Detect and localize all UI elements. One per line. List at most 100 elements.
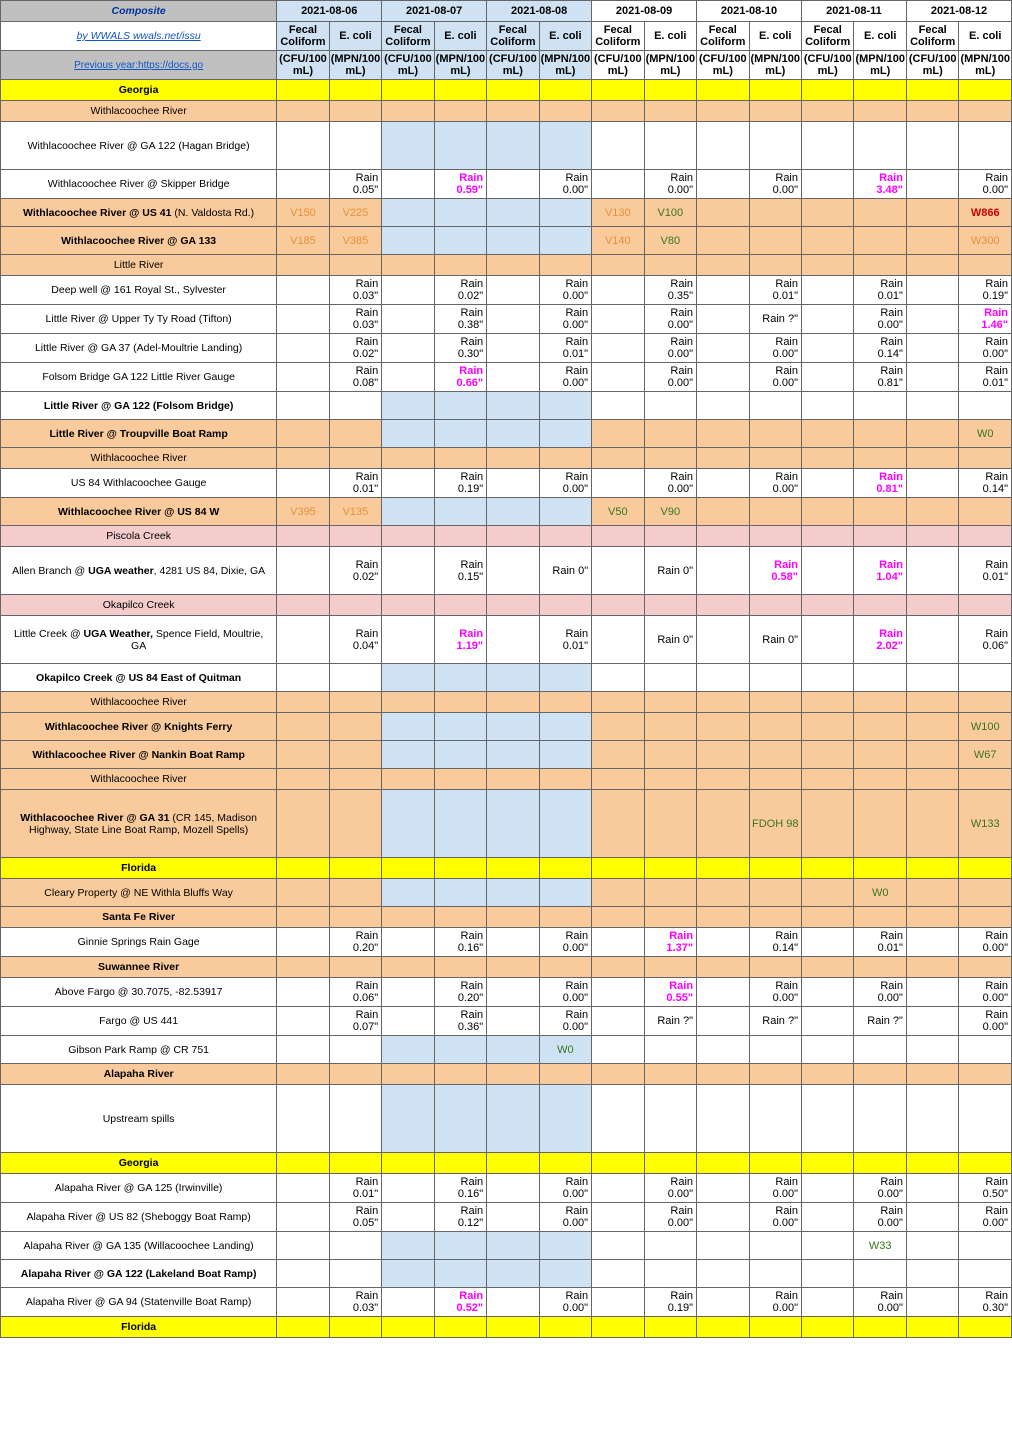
empty-cell bbox=[697, 692, 749, 713]
data-cell: Rain 0.04" bbox=[329, 616, 381, 664]
empty-cell bbox=[854, 420, 906, 448]
data-cell: Rain 0.00" bbox=[959, 1007, 1012, 1036]
empty-cell bbox=[749, 1232, 801, 1260]
empty-cell bbox=[749, 1260, 801, 1288]
empty-cell bbox=[592, 526, 644, 547]
empty-cell bbox=[592, 547, 644, 595]
data-cell: Rain 0.01" bbox=[854, 276, 906, 305]
empty-cell bbox=[697, 1203, 749, 1232]
empty-cell bbox=[434, 957, 486, 978]
data-cell: W300 bbox=[959, 227, 1012, 255]
unit-mpn: (MPN/100 mL) bbox=[749, 51, 801, 80]
unit-cfu: (CFU/100 mL) bbox=[592, 51, 644, 80]
empty-cell bbox=[906, 928, 958, 957]
empty-cell bbox=[329, 448, 381, 469]
empty-cell bbox=[644, 1232, 696, 1260]
empty-cell bbox=[697, 713, 749, 741]
data-cell: W33 bbox=[854, 1232, 906, 1260]
empty-cell bbox=[382, 276, 434, 305]
data-cell: V185 bbox=[277, 227, 329, 255]
empty-cell bbox=[329, 769, 381, 790]
empty-cell bbox=[906, 957, 958, 978]
empty-cell bbox=[382, 1007, 434, 1036]
empty-cell bbox=[329, 595, 381, 616]
empty-cell bbox=[802, 420, 854, 448]
empty-cell bbox=[749, 1317, 801, 1338]
empty-cell bbox=[487, 334, 539, 363]
empty-cell bbox=[382, 692, 434, 713]
data-cell: Rain 0.00" bbox=[644, 363, 696, 392]
empty-cell bbox=[434, 769, 486, 790]
empty-cell bbox=[697, 305, 749, 334]
row-label: Little River @ GA 122 (Folsom Bridge) bbox=[1, 392, 277, 420]
empty-cell bbox=[697, 363, 749, 392]
empty-cell bbox=[434, 1317, 486, 1338]
empty-cell bbox=[277, 741, 329, 769]
empty-cell bbox=[802, 498, 854, 526]
empty-cell bbox=[697, 907, 749, 928]
empty-cell bbox=[749, 199, 801, 227]
data-cell: Rain 0.14" bbox=[854, 334, 906, 363]
row-label: Piscola Creek bbox=[1, 526, 277, 547]
empty-cell bbox=[697, 170, 749, 199]
date-header: 2021-08-10 bbox=[697, 1, 802, 22]
data-cell: Rain 1.19" bbox=[434, 616, 486, 664]
empty-cell bbox=[749, 255, 801, 276]
empty-cell bbox=[277, 957, 329, 978]
prev-year-link[interactable]: Previous year:https://docs.go bbox=[74, 60, 203, 71]
empty-cell bbox=[749, 1064, 801, 1085]
empty-cell bbox=[802, 1085, 854, 1153]
empty-cell bbox=[277, 1153, 329, 1174]
empty-cell bbox=[434, 1260, 486, 1288]
empty-cell bbox=[854, 526, 906, 547]
empty-cell bbox=[644, 879, 696, 907]
empty-cell bbox=[539, 1085, 591, 1153]
data-cell: Rain 0.00" bbox=[539, 1174, 591, 1203]
empty-cell bbox=[592, 769, 644, 790]
empty-cell bbox=[854, 741, 906, 769]
empty-cell bbox=[382, 101, 434, 122]
empty-cell bbox=[487, 1064, 539, 1085]
empty-cell bbox=[382, 305, 434, 334]
empty-cell bbox=[959, 526, 1012, 547]
empty-cell bbox=[906, 1064, 958, 1085]
data-cell: Rain 0.08" bbox=[329, 363, 381, 392]
data-cell: Rain 0.81" bbox=[854, 363, 906, 392]
row-label: Florida bbox=[1, 858, 277, 879]
empty-cell bbox=[434, 526, 486, 547]
empty-cell bbox=[959, 448, 1012, 469]
data-cell: V80 bbox=[644, 227, 696, 255]
empty-cell bbox=[802, 741, 854, 769]
empty-cell bbox=[487, 526, 539, 547]
date-header: 2021-08-06 bbox=[277, 1, 382, 22]
empty-cell bbox=[277, 1317, 329, 1338]
empty-cell bbox=[644, 101, 696, 122]
empty-cell bbox=[487, 1174, 539, 1203]
empty-cell bbox=[434, 858, 486, 879]
empty-cell bbox=[749, 957, 801, 978]
empty-cell bbox=[697, 1064, 749, 1085]
row-label: Fargo @ US 441 bbox=[1, 1007, 277, 1036]
row-label: Santa Fe River bbox=[1, 907, 277, 928]
data-cell: Rain 0.00" bbox=[749, 469, 801, 498]
empty-cell bbox=[329, 255, 381, 276]
empty-cell bbox=[487, 1317, 539, 1338]
empty-cell bbox=[697, 879, 749, 907]
wwals-link[interactable]: by WWALS wwals.net/issu bbox=[77, 30, 201, 42]
empty-cell bbox=[697, 1085, 749, 1153]
empty-cell bbox=[487, 741, 539, 769]
empty-cell bbox=[329, 1036, 381, 1064]
data-cell: Rain 3.48" bbox=[854, 170, 906, 199]
empty-cell bbox=[592, 1317, 644, 1338]
empty-cell bbox=[644, 255, 696, 276]
row-label: Little River @ Troupville Boat Ramp bbox=[1, 420, 277, 448]
empty-cell bbox=[592, 392, 644, 420]
empty-cell bbox=[487, 1036, 539, 1064]
empty-cell bbox=[697, 276, 749, 305]
empty-cell bbox=[487, 616, 539, 664]
data-cell: V50 bbox=[592, 498, 644, 526]
empty-cell bbox=[329, 879, 381, 907]
empty-cell bbox=[749, 80, 801, 101]
empty-cell bbox=[487, 392, 539, 420]
row-label: Georgia bbox=[1, 80, 277, 101]
